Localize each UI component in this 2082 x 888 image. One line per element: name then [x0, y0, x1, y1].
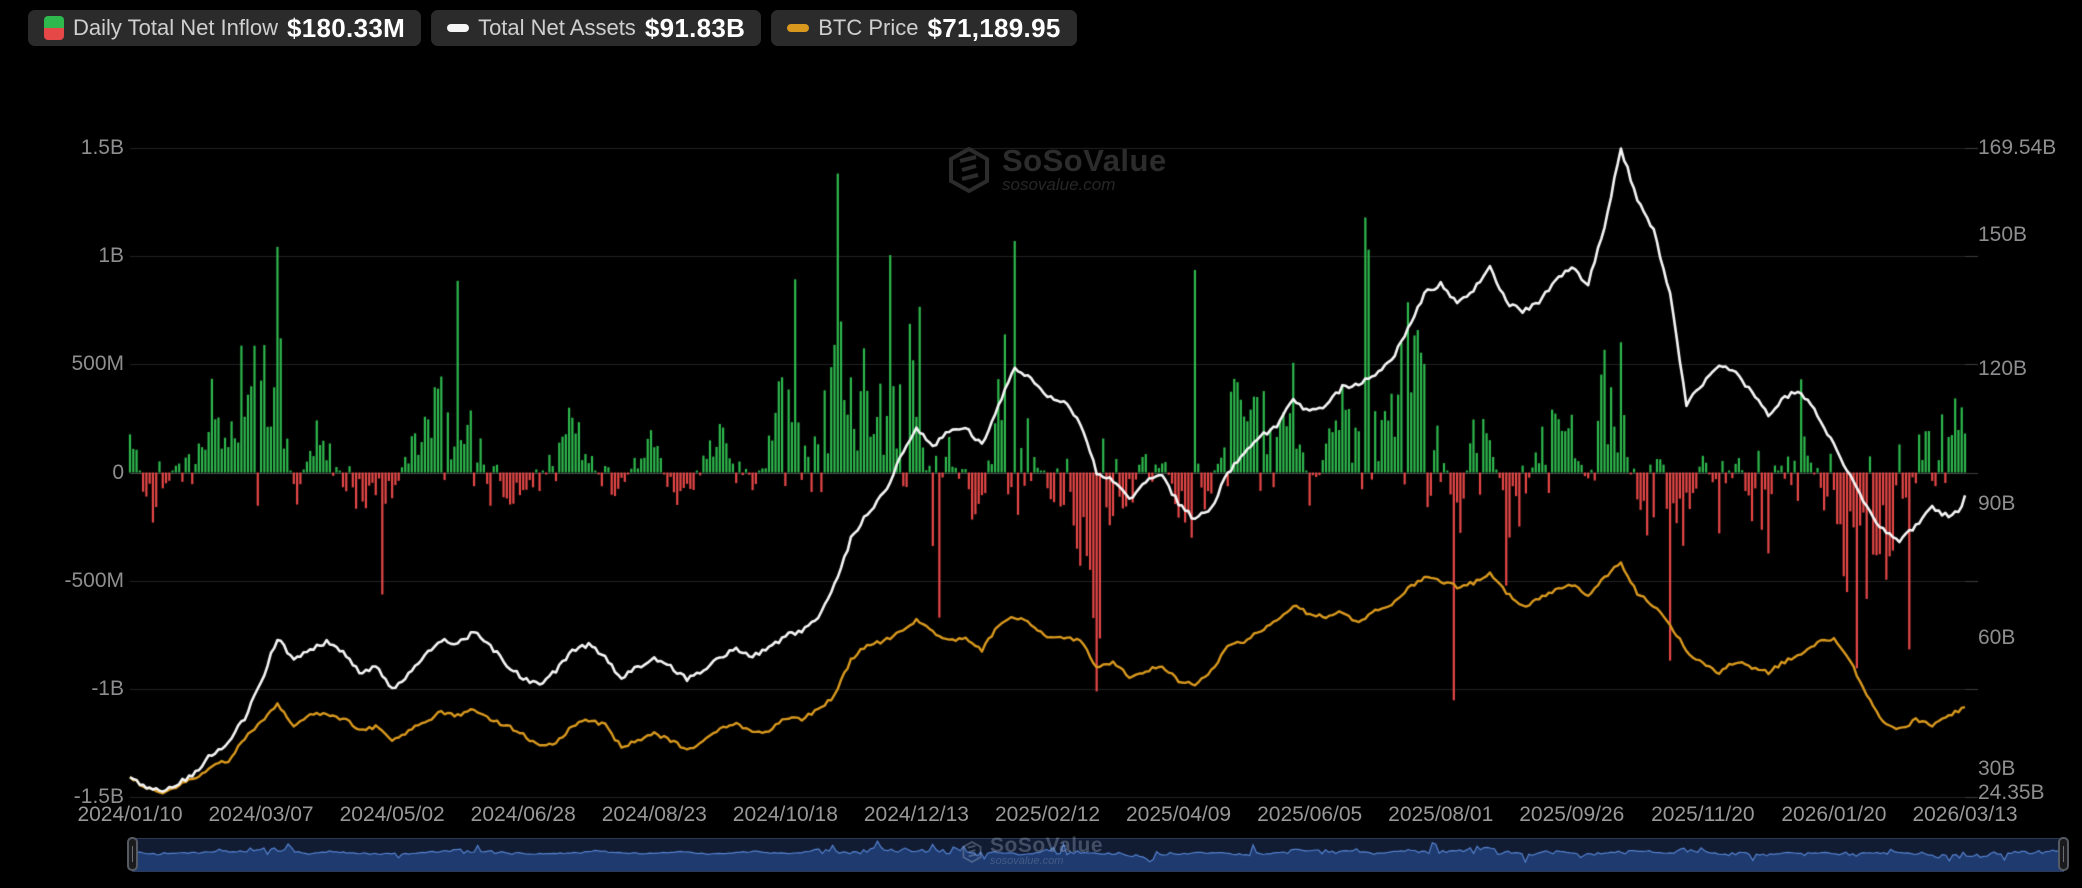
- x-axis-date-label: 2025/02/12: [994, 803, 1101, 826]
- y-axis-left-label: -1.5B: [73, 785, 124, 808]
- datazoom-track[interactable]: [132, 838, 2064, 872]
- x-axis-date-label: 2026/03/13: [1912, 803, 2018, 826]
- x-axis-date-label: 2025/08/01: [1388, 803, 1494, 826]
- legend-item-total-net-assets[interactable]: Total Net Assets $91.83B: [431, 10, 762, 46]
- legend-item-btc-price[interactable]: BTC Price $71,189.95: [771, 10, 1077, 46]
- y-axis-right-label: 90B: [1978, 492, 2016, 515]
- datazoom-right-handle[interactable]: [2058, 837, 2069, 871]
- x-axis-date-label: 2025/06/05: [1257, 803, 1363, 826]
- x-axis-date-label: 2024/06/28: [470, 803, 576, 826]
- y-axis-left-label: -1B: [91, 676, 124, 700]
- y-axis-left-label: -500M: [64, 568, 124, 592]
- y-axis-right-label: 60B: [1978, 626, 2016, 649]
- x-axis-date-label: 2025/09/26: [1519, 803, 1625, 826]
- x-axis-date-label: 2026/01/20: [1781, 803, 1887, 826]
- datazoom-minichart-canvas: [133, 839, 2063, 871]
- y-axis-left-label: 500M: [71, 352, 124, 376]
- y-axis-left-label: 0: [112, 460, 124, 484]
- legend-value-assets: $91.83B: [644, 12, 746, 43]
- y-axis-right-label: 150B: [1978, 223, 2028, 246]
- inflow-bar-icon: [44, 16, 64, 40]
- y-axis-right-label: 24.35B: [1978, 781, 2045, 804]
- legend-item-daily-net-inflow[interactable]: Daily Total Net Inflow $180.33M: [28, 10, 422, 46]
- btc-line-icon: [787, 24, 810, 32]
- chart-legend: Daily Total Net Inflow $180.33M Total Ne…: [28, 10, 1077, 46]
- assets-line-icon: [447, 24, 470, 32]
- y-axis-left-label: 1.5B: [80, 136, 124, 159]
- legend-value-inflow: $180.33M: [287, 12, 406, 43]
- x-axis-date-label: 2024/01/10: [77, 803, 183, 826]
- x-axis-date-label: 2025/04/09: [1126, 803, 1232, 826]
- x-axis-date-label: 2024/08/23: [601, 803, 707, 826]
- datazoom-left-handle[interactable]: [127, 837, 138, 871]
- legend-value-btc: $71,189.95: [927, 12, 1061, 43]
- x-axis-date-label: 2024/12/13: [863, 803, 969, 826]
- legend-label-assets: Total Net Assets: [478, 15, 636, 40]
- x-axis-date-label: 2025/11/20: [1651, 803, 1755, 826]
- y-axis-right-label: 120B: [1978, 357, 2028, 380]
- x-axis-date-label: 2024/10/18: [732, 803, 838, 826]
- y-axis-right-label: 30B: [1978, 757, 2016, 780]
- x-axis-date-label: 2024/03/07: [208, 803, 314, 826]
- y-axis-left-label: 1B: [98, 244, 124, 268]
- legend-label-btc: BTC Price: [818, 15, 919, 40]
- x-axis-date-label: 2024/05/02: [339, 803, 445, 826]
- legend-label-inflow: Daily Total Net Inflow: [73, 15, 279, 40]
- y-axis-right-label: 169.54B: [1978, 136, 2057, 159]
